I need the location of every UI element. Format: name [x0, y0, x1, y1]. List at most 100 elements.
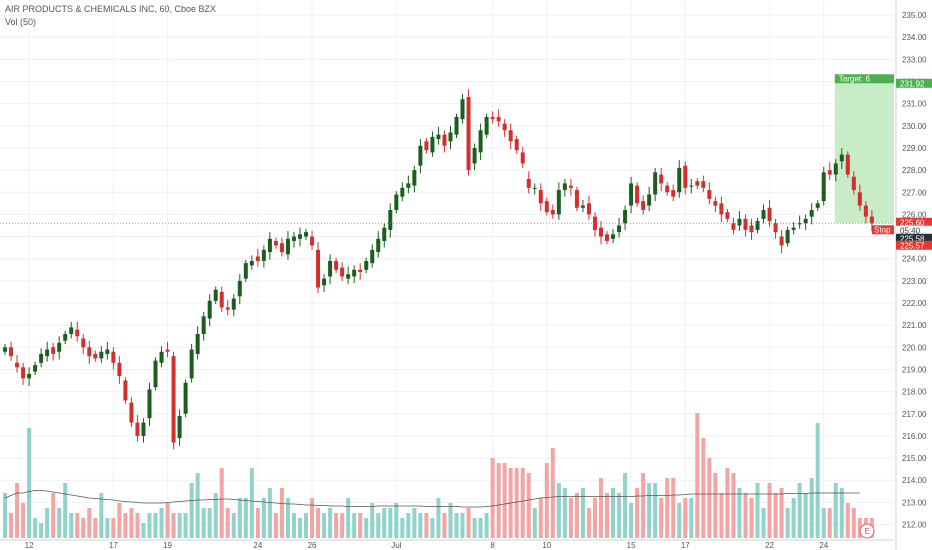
price-tick-label: 215.00 [902, 454, 927, 463]
volume-bar [382, 508, 387, 538]
candle-down [442, 130, 447, 153]
candle-body [556, 190, 561, 215]
price-tick-label: 212.00 [902, 520, 927, 529]
volume-bar [334, 513, 339, 538]
candle-up [761, 204, 766, 224]
candle-body [785, 229, 790, 244]
volume-bar [424, 513, 429, 538]
volume-bar [460, 513, 465, 538]
candle-body [851, 176, 856, 191]
candle-down [171, 351, 176, 450]
candle-body [773, 223, 778, 233]
volume-bar [81, 518, 86, 538]
price-tick-label: 213.00 [902, 498, 927, 507]
candle-body [213, 289, 218, 301]
volume-bar [87, 508, 92, 538]
price-tick-label: 228.00 [902, 166, 927, 175]
candle-up [815, 200, 820, 212]
candle-body [147, 389, 152, 419]
volume-bar [436, 498, 441, 538]
candle-body [701, 181, 706, 188]
candle-body [75, 329, 80, 337]
candle-down [87, 340, 92, 364]
price-tick-label: 227.00 [902, 188, 927, 197]
volume-bar [496, 463, 501, 538]
candle-down [81, 334, 86, 354]
candle-up [629, 176, 634, 214]
candle-up [285, 231, 290, 260]
candle-up [141, 418, 146, 443]
candle-up [3, 343, 8, 356]
volume-bar [725, 468, 730, 538]
candle-body [478, 130, 483, 153]
candle-up [833, 159, 838, 182]
candle-up [689, 178, 694, 194]
volume-bar [15, 483, 20, 538]
candle-body [285, 238, 290, 255]
candle-down [508, 123, 513, 150]
candle-down [731, 217, 736, 235]
candle-body [659, 174, 664, 184]
candle-body [755, 221, 760, 230]
candle-up [183, 379, 188, 418]
price-tick-label: 224.00 [902, 255, 927, 264]
volume-bar [165, 503, 170, 538]
candle-down [75, 321, 80, 342]
candle-body [400, 187, 405, 197]
candle-down [701, 175, 706, 193]
candle-down [466, 89, 471, 176]
volume-bar [532, 508, 537, 538]
candle-body [833, 163, 838, 175]
candle-body [352, 269, 357, 277]
candle-up [346, 266, 351, 285]
candle-body [857, 192, 862, 206]
price-axis[interactable]: 212.00 213.00 214.00 215.00 216.00 217.00 218.… [895, 0, 927, 550]
volume-bar [225, 508, 230, 538]
volume-bar [815, 423, 820, 538]
volume-bar [526, 473, 531, 538]
candle-body [57, 342, 62, 352]
candle-down [544, 197, 549, 216]
candle-body [340, 267, 345, 277]
volume-bar [647, 483, 652, 538]
candle-up [647, 186, 652, 212]
volume-bar [809, 478, 814, 538]
volume-bar [580, 488, 585, 538]
candle-body [737, 218, 742, 226]
candle-down [725, 208, 730, 223]
price-tick-label: 221.00 [902, 321, 927, 330]
volume-ma-path [4, 490, 860, 508]
candle-up [460, 93, 465, 124]
price-tag-text: 05:40 [900, 226, 921, 235]
date-tick-label: 17 [109, 541, 118, 550]
date-axis[interactable]: 12 17 19 24 26 Jul 8 10 15 17 22 24 [0, 539, 894, 550]
settings-badge[interactable]: E [859, 523, 875, 539]
candle-body [225, 307, 230, 310]
candle-up [69, 321, 74, 339]
candle-up [370, 244, 375, 268]
candle-body [725, 212, 730, 219]
volume-bar [135, 513, 140, 538]
volume-bar [574, 493, 579, 538]
date-tick-label: 15 [627, 541, 636, 550]
date-tick-label: 24 [253, 541, 262, 550]
volume-bar [51, 493, 56, 538]
date-tick-label: 24 [819, 541, 828, 550]
candle-body [845, 154, 850, 175]
candle-down [123, 377, 128, 404]
volume-bar [665, 478, 670, 538]
volume-bar [57, 508, 62, 538]
volume-bar [213, 493, 218, 538]
candle-down [334, 257, 339, 274]
volume-bar [105, 518, 110, 538]
candle-body [635, 185, 640, 204]
candle-down [851, 171, 856, 195]
candle-up [562, 178, 567, 197]
price-tag-current: 225.60 [896, 217, 932, 227]
volume-bar [237, 498, 242, 538]
candle-up [153, 357, 158, 391]
long-position-tool[interactable]: Target: 6 Stop [834, 74, 894, 235]
candle-body [821, 172, 826, 202]
